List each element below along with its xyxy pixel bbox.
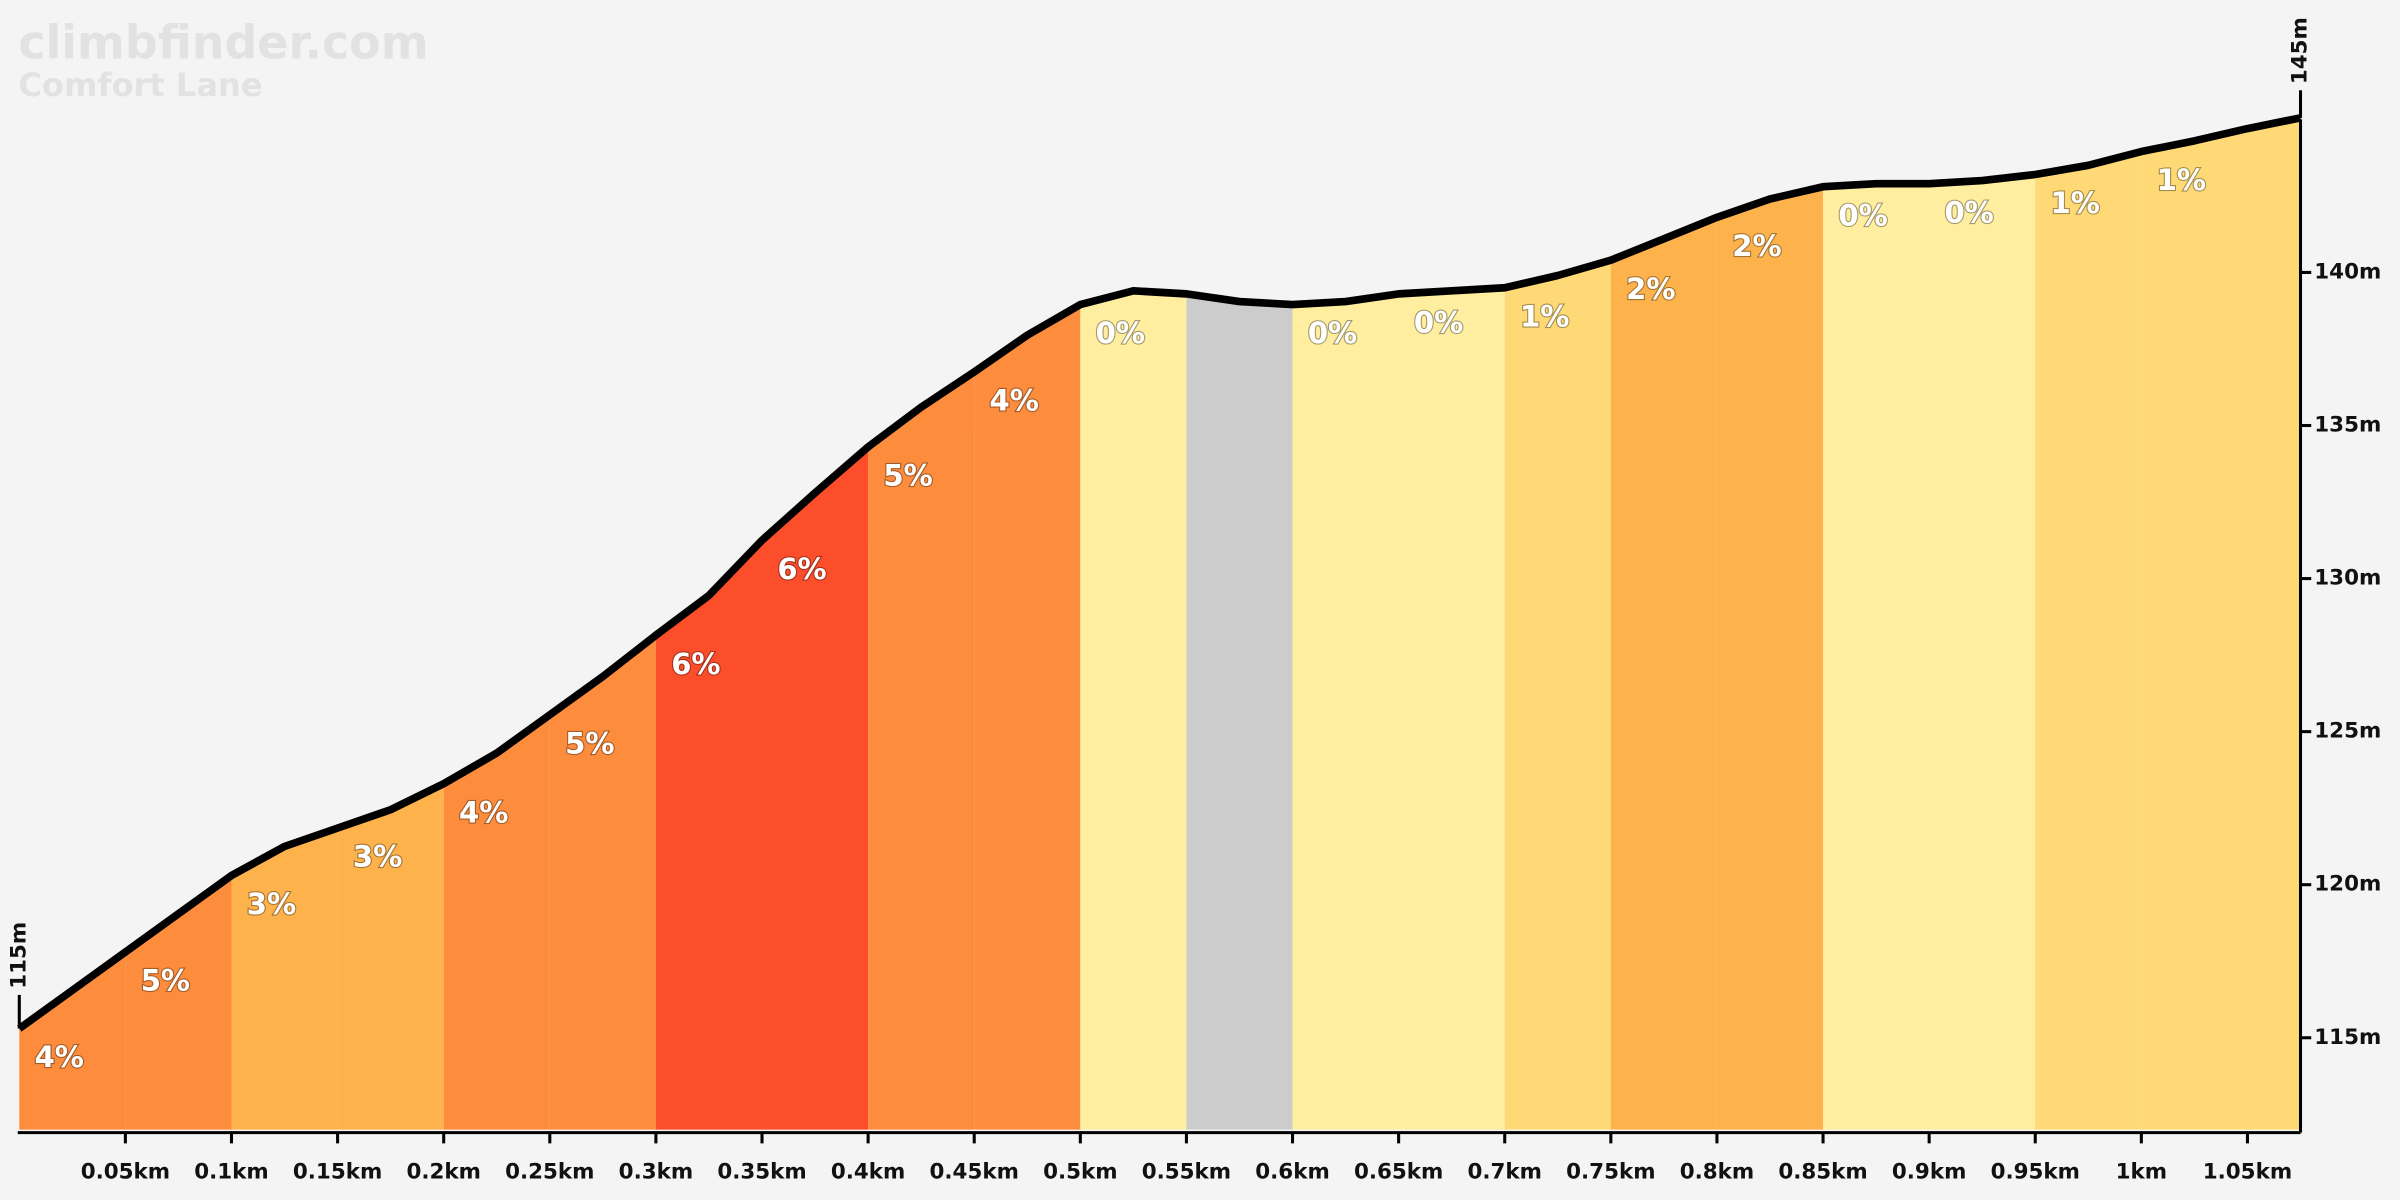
y-tick-label: 140m <box>2314 259 2381 284</box>
x-tick-label: 0.95km <box>1991 1159 2080 1184</box>
x-tick-label: 0.15km <box>293 1159 382 1184</box>
x-tick-label: 0.55km <box>1142 1159 1231 1184</box>
x-tick-label: 0.8km <box>1680 1159 1754 1184</box>
y-tick-label: 120m <box>2314 872 2381 897</box>
grade-label: 0% <box>1308 316 1357 350</box>
grade-label: 4% <box>990 384 1039 418</box>
x-tick-label: 0.5km <box>1043 1159 1117 1184</box>
x-tick-label: 0.9km <box>1892 1159 1966 1184</box>
gradient-band <box>868 371 975 1130</box>
grade-label: 2% <box>1626 272 1675 306</box>
gradient-band <box>2035 151 2142 1130</box>
x-tick-label: 0.4km <box>831 1159 905 1184</box>
gradient-band <box>1610 217 1717 1130</box>
x-tick-label: 0.25km <box>505 1159 594 1184</box>
gradient-band <box>1716 186 1824 1130</box>
y-tick-label: 135m <box>2314 413 2381 438</box>
gradient-band <box>1080 290 1187 1130</box>
start-label: 115m <box>6 922 31 989</box>
x-tick-label: 1km <box>2116 1159 2167 1184</box>
grade-label: 0% <box>1096 316 1145 350</box>
gradient-band <box>1398 287 1505 1130</box>
gradient-band <box>19 952 126 1130</box>
gradient-band <box>655 540 763 1130</box>
grade-label: 1% <box>2157 163 2206 197</box>
grade-label: 0% <box>1414 305 1463 339</box>
grade-label: 6% <box>671 647 720 681</box>
x-tick-label: 0.1km <box>194 1159 268 1184</box>
x-tick-label: 0.3km <box>619 1159 693 1184</box>
grade-label: 3% <box>353 840 402 874</box>
grade-label: 5% <box>883 459 932 493</box>
x-tick-label: 0.05km <box>81 1159 170 1184</box>
gradient-band <box>1186 293 1293 1130</box>
chart-title: climbfinder.com <box>18 15 428 69</box>
x-tick-label: 0.65km <box>1354 1159 1443 1184</box>
x-tick-label: 0.7km <box>1468 1159 1542 1184</box>
gradient-band <box>1504 260 1611 1130</box>
gradient-band <box>1823 183 1930 1130</box>
gradient-band <box>443 714 550 1130</box>
x-tick-label: 0.2km <box>406 1159 480 1184</box>
x-tick-label: 0.75km <box>1566 1159 1655 1184</box>
chart-subtitle: Comfort Lane <box>18 66 262 104</box>
x-tick-label: 1.05km <box>2203 1159 2292 1184</box>
y-tick-label: 130m <box>2314 566 2381 591</box>
grade-label: 4% <box>459 795 508 829</box>
grade-label: 5% <box>565 726 614 760</box>
gradient-band <box>1292 293 1399 1130</box>
gradient-band <box>337 783 444 1130</box>
y-tick-label: 115m <box>2314 1025 2381 1050</box>
x-tick-label: 0.45km <box>930 1159 1019 1184</box>
grade-label: 2% <box>1732 229 1781 263</box>
grade-label: 3% <box>247 887 296 921</box>
grade-label: 1% <box>1520 299 1569 333</box>
y-tick-label: 125m <box>2314 719 2381 744</box>
gradient-band <box>762 446 869 1130</box>
x-tick-label: 0.6km <box>1255 1159 1329 1184</box>
gradient-band <box>231 828 338 1130</box>
grade-label: 5% <box>141 964 190 998</box>
elevation-line <box>17 114 2302 1032</box>
gradient-band <box>2141 117 2301 1130</box>
gradient-band <box>974 304 1081 1130</box>
end-label: 145m <box>2288 17 2313 84</box>
grade-label: 6% <box>777 552 826 586</box>
gradient-band <box>1929 174 2036 1130</box>
grade-label: 1% <box>2051 186 2100 220</box>
x-tick-label: 0.35km <box>717 1159 806 1184</box>
gradient-band <box>549 635 656 1130</box>
x-tick-label: 0.85km <box>1778 1159 1867 1184</box>
grade-label: 0% <box>1838 198 1887 232</box>
grade-label: 4% <box>35 1040 84 1074</box>
grade-label: 0% <box>1944 195 1993 229</box>
gradient-band <box>125 875 232 1130</box>
